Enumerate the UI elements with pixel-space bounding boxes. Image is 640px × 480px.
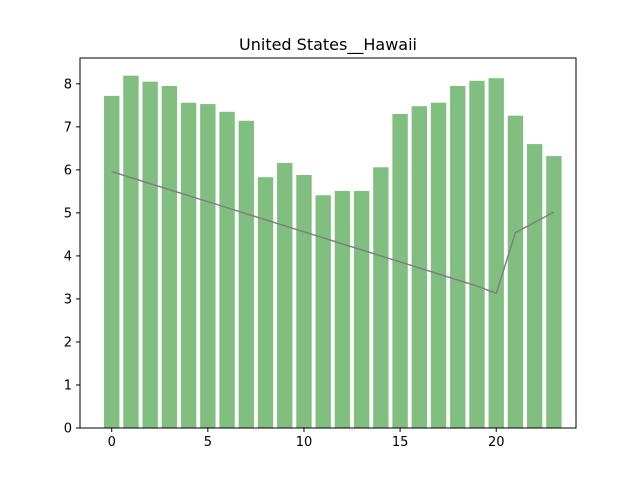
bar-19 <box>469 80 485 429</box>
bar-20 <box>488 78 504 428</box>
y-tick-label-8: 8 <box>64 77 72 92</box>
bars-group <box>104 75 562 429</box>
bar-18 <box>450 85 466 428</box>
bar-23 <box>546 156 562 428</box>
trend-line-group <box>111 170 555 295</box>
bar-17 <box>430 102 447 428</box>
x-tick-label-15: 15 <box>392 435 409 450</box>
y-tick-label-1: 1 <box>64 378 72 393</box>
bar-6 <box>219 111 235 429</box>
y-tick-label-6: 6 <box>64 163 72 178</box>
bar-8 <box>257 177 274 428</box>
y-tick-label-3: 3 <box>64 292 72 307</box>
bar-13 <box>353 190 370 428</box>
x-tick-label-20: 20 <box>488 435 505 450</box>
bar-11 <box>315 195 331 428</box>
x-tick-label-10: 10 <box>296 435 313 450</box>
plot-frame <box>79 57 577 429</box>
bar-7 <box>238 120 254 428</box>
bar-10 <box>296 175 312 428</box>
bar-14 <box>373 167 389 429</box>
bar-9 <box>277 162 293 428</box>
bar-5 <box>200 104 216 428</box>
trend-line <box>111 170 555 295</box>
y-tick-label-2: 2 <box>64 335 72 350</box>
y-tick-label-4: 4 <box>64 249 72 264</box>
ticks-group: 0 5 10 15 20 0 1 2 3 4 5 6 7 8 <box>64 77 505 450</box>
y-tick-label-7: 7 <box>64 120 72 135</box>
bar-4 <box>180 102 197 428</box>
bar-12 <box>334 190 351 428</box>
x-tick-label-0: 0 <box>108 435 116 450</box>
bar-1 <box>123 75 139 429</box>
chart-title: United States__Hawaii <box>239 35 417 55</box>
bar-0 <box>104 95 120 428</box>
bar-2 <box>142 81 158 429</box>
y-tick-label-0: 0 <box>64 422 72 437</box>
y-tick-label-5: 5 <box>64 206 72 221</box>
x-tick-label-5: 5 <box>204 435 212 450</box>
bar-21 <box>507 115 524 429</box>
bar-22 <box>526 144 543 428</box>
bar-15 <box>392 113 408 428</box>
bar-3 <box>161 85 178 428</box>
bar-16 <box>411 106 428 429</box>
